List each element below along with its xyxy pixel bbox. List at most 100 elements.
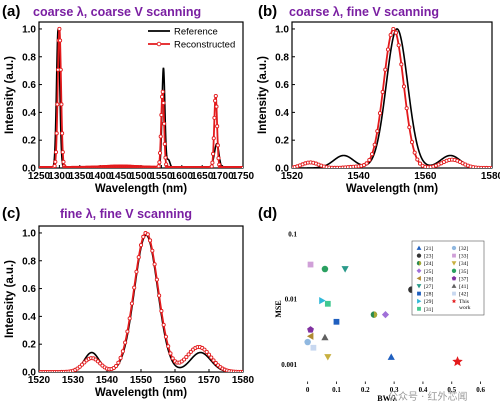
reconstructed-marker: [118, 355, 123, 361]
reconstructed-marker: [132, 285, 137, 290]
x-tick-label: 1520: [28, 375, 51, 386]
reconstructed-marker: [148, 238, 153, 243]
reconstructed-marker: [372, 142, 377, 147]
x-tick-label: 1750: [232, 171, 255, 182]
x-tick-label: 1600: [171, 171, 194, 182]
marker-shape: [451, 298, 457, 304]
scatter-legend-label: [29]: [424, 299, 433, 305]
reconstructed-marker: [152, 262, 157, 267]
reconstructed-marker: [163, 334, 168, 339]
x-tick-label: 0.6: [476, 386, 485, 394]
scatter-legend-label: [35]: [459, 269, 468, 275]
x-tick-label: 1560: [164, 375, 187, 386]
data-point-31: [324, 300, 331, 307]
reconstructed-marker: [157, 293, 162, 298]
data-point-28: [333, 318, 340, 325]
x-tick-label: 1580: [481, 171, 500, 182]
reconstructed-marker: [141, 234, 146, 239]
reconstructed-marker: [407, 125, 412, 130]
reconstructed-marker: [364, 161, 369, 166]
marker-shape: [417, 298, 422, 304]
marker-shape: [310, 344, 317, 351]
y-axis-label: Intensity (a.u.): [257, 56, 269, 134]
reconstructed-marker: [211, 151, 216, 156]
marker-shape: [451, 268, 457, 273]
y-tick-label: 0.0: [22, 368, 36, 379]
reconstructed-marker: [240, 369, 243, 372]
x-tick-label: 1650: [191, 171, 214, 182]
scatter-legend-label: [27]: [424, 284, 433, 290]
reconstructed-marker: [59, 102, 64, 107]
reconstructed-marker: [159, 308, 164, 314]
reconstructed-marker: [202, 347, 207, 352]
reconstructed-marker: [391, 26, 396, 32]
marker-shape: [416, 284, 422, 289]
scatter-legend-label: [25]: [424, 269, 433, 275]
reconstructed-marker: [162, 141, 167, 147]
marker-shape: [381, 311, 390, 319]
x-tick-label: 1560: [414, 171, 437, 182]
x-axis-label: Wavelength (nm): [346, 183, 438, 195]
reconstructed-marker: [206, 352, 212, 357]
reconstructed-marker: [388, 33, 393, 38]
marker-half: [373, 311, 378, 318]
x-tick-label: 1530: [62, 375, 85, 386]
data-point-26: [306, 332, 314, 340]
reconstructed-marker: [375, 129, 380, 134]
reconstructed-marker: [60, 150, 65, 155]
scatter-legend-label: [21]: [424, 246, 433, 252]
reconstructed-marker: [145, 232, 150, 237]
reconstructed-marker: [58, 38, 63, 43]
data-point-33: [307, 261, 314, 268]
reconstructed-marker: [160, 89, 165, 94]
reconstructed-marker: [380, 89, 385, 95]
marker-shape: [307, 261, 314, 268]
panel-b: 1520 1540 1560 1580 0.0 0.2 0.4 0.6 0.8 1.0 Wavele…: [257, 21, 500, 195]
chart-title-c: fine λ, fine V scanning: [60, 207, 192, 221]
marker-shape: [319, 297, 326, 305]
series-line-reference: [292, 28, 492, 168]
scatter-legend-box: [411, 240, 485, 316]
reconstructed-marker: [120, 349, 125, 354]
reconstructed-marker: [377, 111, 383, 116]
x-tick-label: 1400: [89, 171, 112, 182]
y-tick-label: 1.0: [22, 24, 36, 35]
scatter-legend-label: [31]: [424, 307, 433, 313]
scatter-legend-label: [37]: [459, 276, 468, 282]
scatter-legend-label: [28]: [424, 292, 433, 298]
data-point-21: [387, 353, 395, 360]
reconstructed-marker: [210, 160, 215, 165]
y-tick-label: 0.6: [22, 80, 36, 91]
reconstructed-marker: [213, 360, 218, 366]
x-tick-label: 1250: [28, 171, 51, 182]
scatter-legend-label: [23]: [424, 254, 433, 260]
x-tick-label: 0.5: [447, 386, 456, 394]
data-point-35: [321, 265, 329, 273]
y-tick-label: 0.01: [285, 296, 298, 304]
x-tick-label: 1550: [150, 171, 173, 182]
data-point-32: [304, 338, 311, 346]
y-tick-label: 0.4: [22, 108, 36, 119]
reconstructed-marker: [215, 143, 220, 148]
reconstructed-marker: [116, 360, 121, 365]
scatter-legend-label-line: This: [459, 299, 469, 305]
reconstructed-marker: [156, 164, 161, 168]
marker-shape: [416, 276, 421, 281]
x-tick-label: 0.3: [390, 386, 399, 394]
reconstructed-marker: [216, 156, 221, 161]
data-point-27: [341, 266, 349, 273]
marker-shape: [306, 332, 314, 340]
marker-shape: [451, 276, 457, 281]
series-line-reconstructed: [39, 232, 243, 372]
legend-entry-0: Reference: [174, 27, 218, 38]
x-tick-label: 0.2: [361, 386, 370, 394]
reconstructed-marker: [163, 155, 168, 160]
x-tick-label: 1450: [109, 171, 132, 182]
x-tick-label: 1350: [69, 171, 92, 182]
y-tick-label: 0.4: [22, 312, 36, 323]
x-axis-label: BW/λ: [377, 394, 397, 403]
reconstructed-marker: [166, 344, 171, 349]
series-line-reference: [39, 234, 243, 372]
marker-shape: [451, 283, 457, 288]
